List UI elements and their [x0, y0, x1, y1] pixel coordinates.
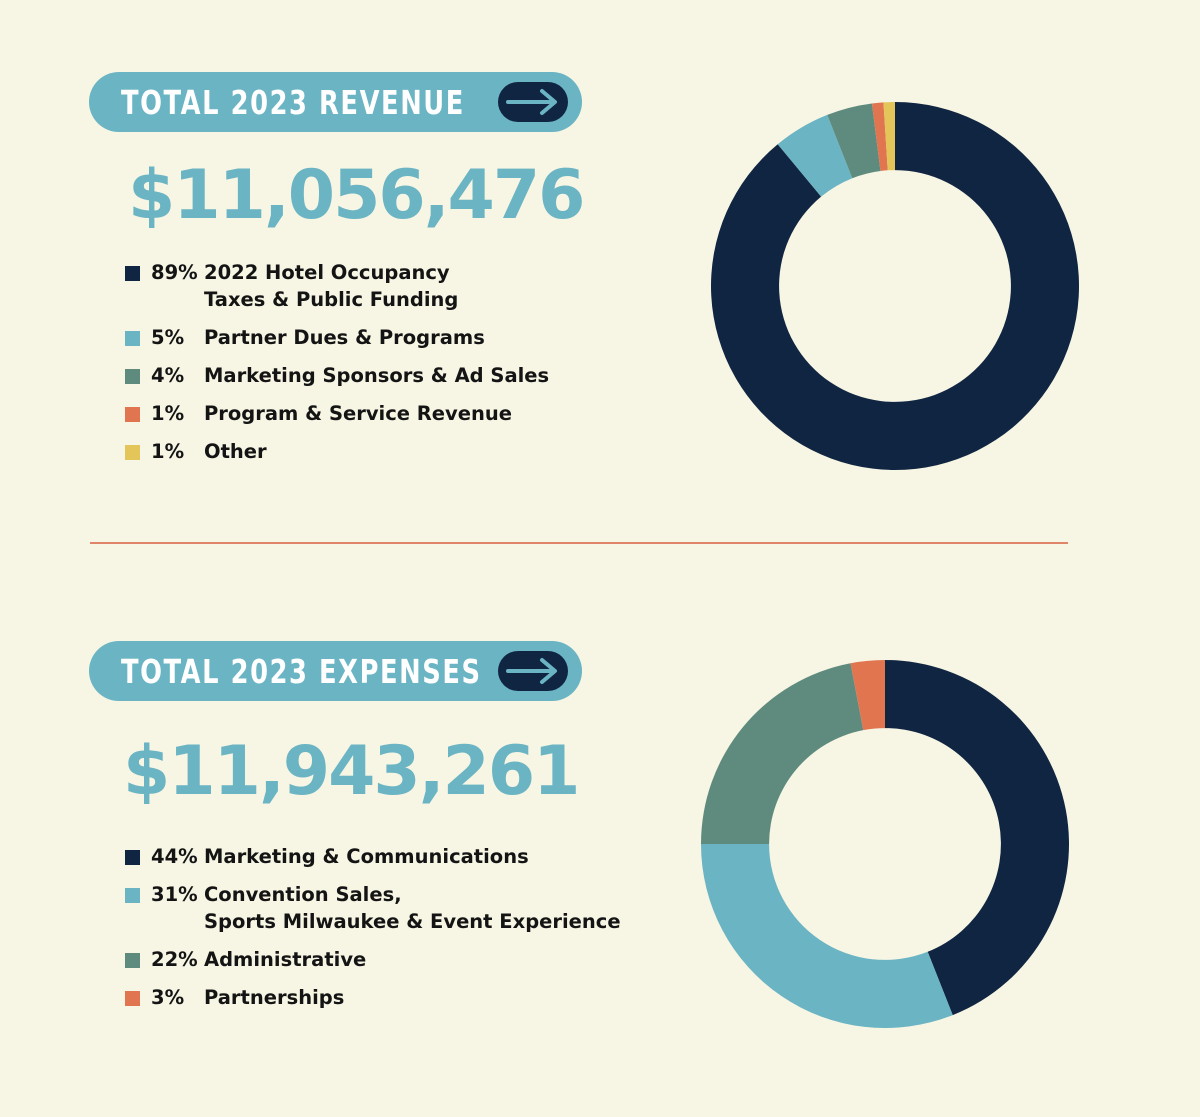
donut-slice	[883, 102, 895, 171]
expenses-header-title: TOTAL 2023 EXPENSES	[121, 651, 482, 691]
revenue-header-title: TOTAL 2023 REVENUE	[121, 82, 465, 122]
legend-item: 44% Marketing & Communications	[125, 843, 621, 870]
donut-slice	[711, 102, 1079, 470]
revenue-section: TOTAL 2023 REVENUE $11,056,476 89% 2022 H…	[0, 0, 1200, 540]
legend-percent: 89%	[151, 261, 198, 284]
legend-label: 2022 Hotel Occupancy Taxes & Public Fund…	[204, 261, 459, 311]
legend-swatch	[125, 369, 140, 384]
legend-percent: 44%	[151, 845, 198, 868]
legend-item: 4% Marketing Sponsors & Ad Sales	[125, 362, 549, 389]
expenses-donut-chart	[701, 660, 1069, 1028]
legend-item: 31% Convention Sales, Sports Milwaukee & …	[125, 881, 621, 935]
legend-swatch	[125, 266, 140, 281]
revenue-legend: 89% 2022 Hotel Occupancy Taxes & Public F…	[125, 259, 549, 476]
legend-item: 1% Program & Service Revenue	[125, 400, 549, 427]
donut-slice	[701, 663, 864, 844]
legend-item: 3% Partnerships	[125, 984, 621, 1011]
legend-swatch	[125, 407, 140, 422]
legend-percent: 1%	[151, 440, 185, 463]
legend-label: Program & Service Revenue	[204, 402, 512, 425]
legend-percent: 4%	[151, 364, 185, 387]
donut-slice	[827, 103, 881, 179]
revenue-donut-chart	[711, 102, 1079, 470]
donut-slice	[871, 102, 888, 171]
legend-percent: 31%	[151, 883, 198, 906]
legend-swatch	[125, 331, 140, 346]
legend-label: Administrative	[204, 948, 367, 971]
legend-item: 5% Partner Dues & Programs	[125, 324, 549, 351]
legend-label: Marketing & Communications	[204, 845, 529, 868]
expenses-header-pill: TOTAL 2023 EXPENSES	[89, 641, 582, 701]
revenue-total: $11,056,476	[128, 156, 585, 235]
donut-slice	[701, 844, 953, 1028]
section-divider	[90, 542, 1068, 544]
legend-percent: 5%	[151, 326, 185, 349]
legend-percent: 1%	[151, 402, 185, 425]
legend-label: Marketing Sponsors & Ad Sales	[204, 364, 550, 387]
legend-swatch	[125, 991, 140, 1006]
legend-item: 89% 2022 Hotel Occupancy Taxes & Public F…	[125, 259, 549, 313]
legend-swatch	[125, 445, 140, 460]
legend-swatch	[125, 850, 140, 865]
donut-slice	[885, 660, 1069, 1016]
arrow-right-icon[interactable]	[498, 651, 568, 691]
donut-slice	[777, 114, 853, 197]
legend-item: 1% Other	[125, 438, 549, 465]
legend-label: Other	[204, 440, 267, 463]
legend-percent: 3%	[151, 986, 185, 1009]
legend-label: Partner Dues & Programs	[204, 326, 485, 349]
expenses-total: $11,943,261	[123, 732, 580, 811]
legend-label: Convention Sales, Sports Milwaukee & Eve…	[204, 883, 621, 933]
legend-percent: 22%	[151, 948, 198, 971]
arrow-right-icon[interactable]	[498, 82, 568, 122]
legend-label: Partnerships	[204, 986, 345, 1009]
expenses-legend: 44% Marketing & Communications 31% Conventi…	[125, 843, 621, 1022]
revenue-header-pill: TOTAL 2023 REVENUE	[89, 72, 582, 132]
legend-item: 22% Administrative	[125, 946, 621, 973]
legend-swatch	[125, 953, 140, 968]
legend-swatch	[125, 888, 140, 903]
donut-slice	[850, 660, 885, 731]
expenses-section: TOTAL 2023 EXPENSES $11,943,261 44% Marke…	[0, 560, 1200, 1117]
